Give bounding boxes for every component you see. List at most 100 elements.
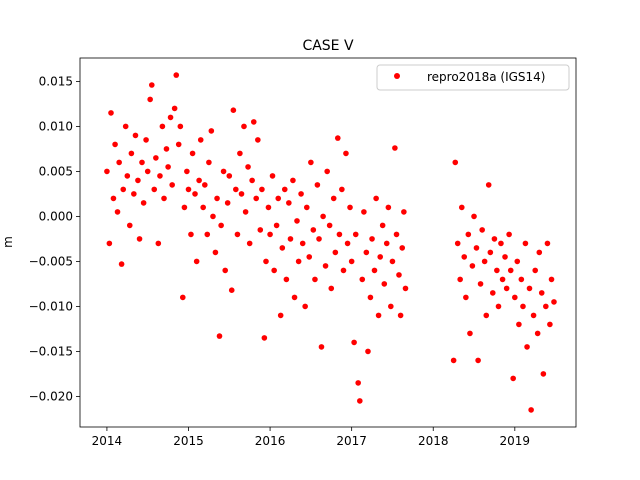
- data-point: [303, 204, 310, 211]
- data-point: [339, 186, 345, 193]
- data-point: [179, 294, 186, 301]
- data-point: [281, 186, 288, 193]
- data-point: [214, 195, 220, 202]
- data-point: [302, 303, 308, 310]
- data-point: [512, 294, 518, 301]
- data-point: [379, 222, 386, 229]
- data-point: [457, 276, 463, 283]
- data-point: [126, 222, 133, 229]
- data-point: [283, 276, 290, 283]
- data-point: [206, 159, 212, 166]
- data-point: [383, 240, 390, 247]
- data-point: [369, 236, 375, 242]
- data-point: [388, 303, 394, 310]
- y-tick-label: 0.010: [39, 119, 73, 133]
- data-point: [299, 240, 306, 247]
- data-point: [228, 287, 235, 294]
- data-point: [112, 141, 118, 148]
- data-point: [204, 231, 211, 238]
- data-point: [306, 254, 313, 260]
- data-point: [226, 173, 233, 179]
- data-point: [184, 168, 190, 175]
- data-point: [324, 168, 330, 175]
- x-tick-label: 2014: [92, 434, 123, 448]
- axis-ticks: 2014 2015 2016 2017 2018 2019 0.015 0.010 0.005 0…: [29, 74, 531, 448]
- data-point: [334, 135, 341, 141]
- data-point: [348, 258, 355, 265]
- legend-box: [376, 64, 570, 91]
- data-point: [475, 357, 481, 364]
- data-point: [159, 123, 166, 130]
- data-point: [375, 312, 382, 319]
- data-point: [161, 195, 167, 202]
- data-point: [140, 200, 147, 206]
- data-point: [312, 276, 318, 283]
- data-point: [139, 159, 145, 166]
- data-point: [175, 141, 182, 148]
- data-point: [336, 231, 343, 238]
- data-point: [275, 195, 282, 202]
- data-point: [271, 267, 277, 274]
- data-point: [238, 191, 245, 197]
- data-point: [357, 398, 363, 404]
- data-point: [469, 263, 476, 269]
- x-tick-label: 2018: [418, 434, 449, 448]
- data-point: [222, 267, 229, 274]
- data-point: [224, 200, 231, 206]
- data-point: [310, 227, 317, 233]
- data-point: [308, 159, 314, 166]
- data-point: [361, 209, 367, 215]
- data-point: [314, 182, 321, 188]
- data-point: [393, 231, 400, 238]
- data-point: [530, 312, 537, 319]
- data-point: [389, 258, 396, 265]
- data-point: [491, 236, 498, 242]
- data-point: [499, 276, 506, 283]
- data-point: [526, 285, 533, 292]
- data-point: [173, 72, 180, 78]
- data-point: [371, 267, 378, 274]
- data-point: [450, 357, 457, 364]
- data-point: [489, 290, 496, 296]
- data-point: [463, 294, 469, 301]
- data-point: [131, 191, 137, 197]
- data-point: [128, 150, 135, 157]
- data-point: [503, 285, 510, 292]
- x-tick-label: 2015: [173, 434, 204, 448]
- data-point: [188, 231, 194, 238]
- data-point: [494, 267, 500, 274]
- y-axis-label: m: [1, 236, 15, 248]
- data-point: [181, 204, 188, 211]
- data-point: [330, 195, 337, 202]
- data-point: [147, 96, 153, 103]
- data-point: [322, 263, 329, 269]
- data-point: [373, 195, 379, 202]
- data-point: [352, 231, 359, 238]
- data-point: [328, 285, 335, 292]
- data-point: [547, 321, 553, 328]
- data-point: [316, 236, 322, 242]
- data-point: [481, 258, 488, 265]
- data-point: [381, 281, 388, 287]
- data-point: [518, 276, 525, 283]
- data-point: [197, 137, 204, 143]
- data-point: [261, 335, 268, 341]
- data-point: [210, 213, 216, 220]
- data-point: [392, 145, 398, 151]
- data-point: [485, 182, 492, 188]
- data-point: [402, 285, 409, 292]
- data-point: [540, 371, 547, 377]
- data-point: [267, 231, 273, 238]
- data-point: [118, 261, 125, 267]
- data-point: [122, 123, 129, 130]
- data-point: [355, 380, 361, 386]
- data-point: [467, 330, 473, 337]
- data-point: [495, 303, 502, 310]
- data-point: [169, 182, 175, 188]
- data-point: [367, 294, 374, 301]
- data-point: [363, 249, 370, 256]
- data-point: [359, 276, 366, 283]
- y-tick-label: −0.010: [29, 299, 73, 313]
- data-point: [487, 249, 494, 256]
